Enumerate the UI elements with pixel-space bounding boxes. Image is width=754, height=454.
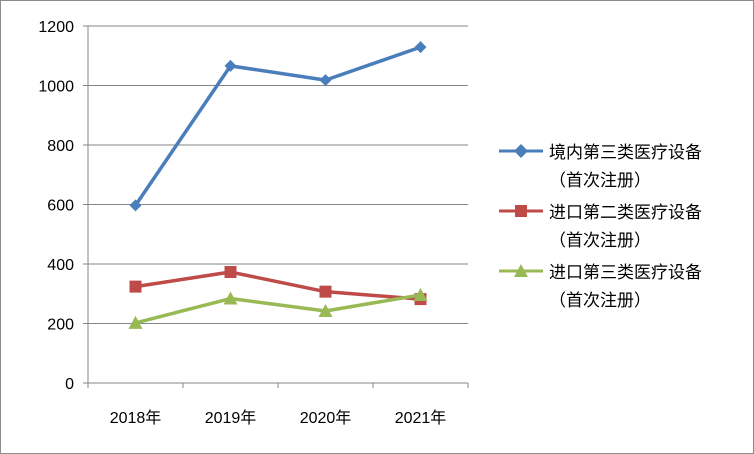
legend: 境内第三类医疗设备 （首次注册） 进口第二类医疗设备 （首次注册） 进口第三类医…: [499, 139, 749, 319]
legend-item-import-class3: 进口第三类医疗设备 （首次注册）: [499, 259, 749, 319]
x-tick-label: 2019年: [205, 409, 257, 427]
legend-swatch-import-class2: [499, 205, 543, 217]
y-tick-label: 600: [47, 198, 74, 215]
data-point-2: [223, 291, 238, 305]
data-point-1: [319, 285, 332, 298]
x-tick-label: 2020年: [300, 409, 352, 427]
data-point-2: [413, 287, 428, 301]
series-line-0: [134, 45, 422, 207]
data-point-2: [318, 304, 333, 318]
data-point-1: [129, 280, 142, 293]
y-tick-label: 800: [47, 138, 74, 155]
y-tick-label: 0: [65, 376, 74, 393]
legend-item-import-class2: 进口第二类医疗设备 （首次注册）: [499, 199, 749, 259]
y-tick-label: 1000: [38, 79, 74, 96]
legend-swatch-import-class3: [499, 264, 543, 277]
legend-label-line1: 进口第二类医疗设备: [549, 203, 702, 223]
legend-label-import-class3: 进口第三类医疗设备 （首次注册）: [549, 259, 702, 315]
legend-label-import-class2: 进口第二类医疗设备 （首次注册）: [549, 199, 702, 255]
x-tick-label: 2018年: [110, 409, 162, 427]
legend-label-line1: 进口第三类医疗设备: [549, 263, 702, 283]
data-point-0: [224, 59, 237, 72]
legend-label-domestic-class3: 境内第三类医疗设备 （首次注册）: [549, 139, 702, 195]
data-point-1: [224, 266, 237, 279]
legend-label-line2: （首次注册）: [549, 171, 651, 191]
y-tick-label: 200: [47, 317, 74, 334]
legend-item-domestic-class3: 境内第三类医疗设备 （首次注册）: [499, 139, 749, 199]
x-tick-label: 2021年: [395, 409, 447, 427]
data-point-2: [128, 315, 143, 329]
legend-label-line2: （首次注册）: [549, 291, 651, 311]
data-point-0: [319, 74, 332, 87]
y-tick-label: 1200: [38, 19, 74, 36]
legend-label-line2: （首次注册）: [549, 231, 651, 251]
series-line-2: [135, 293, 421, 325]
y-tick-label: 400: [47, 257, 74, 274]
legend-label-line1: 境内第三类医疗设备: [549, 143, 702, 163]
series-line-1: [135, 270, 421, 301]
data-point-0: [129, 199, 142, 212]
data-point-0: [414, 41, 427, 54]
legend-swatch-domestic-class3: [499, 144, 543, 158]
